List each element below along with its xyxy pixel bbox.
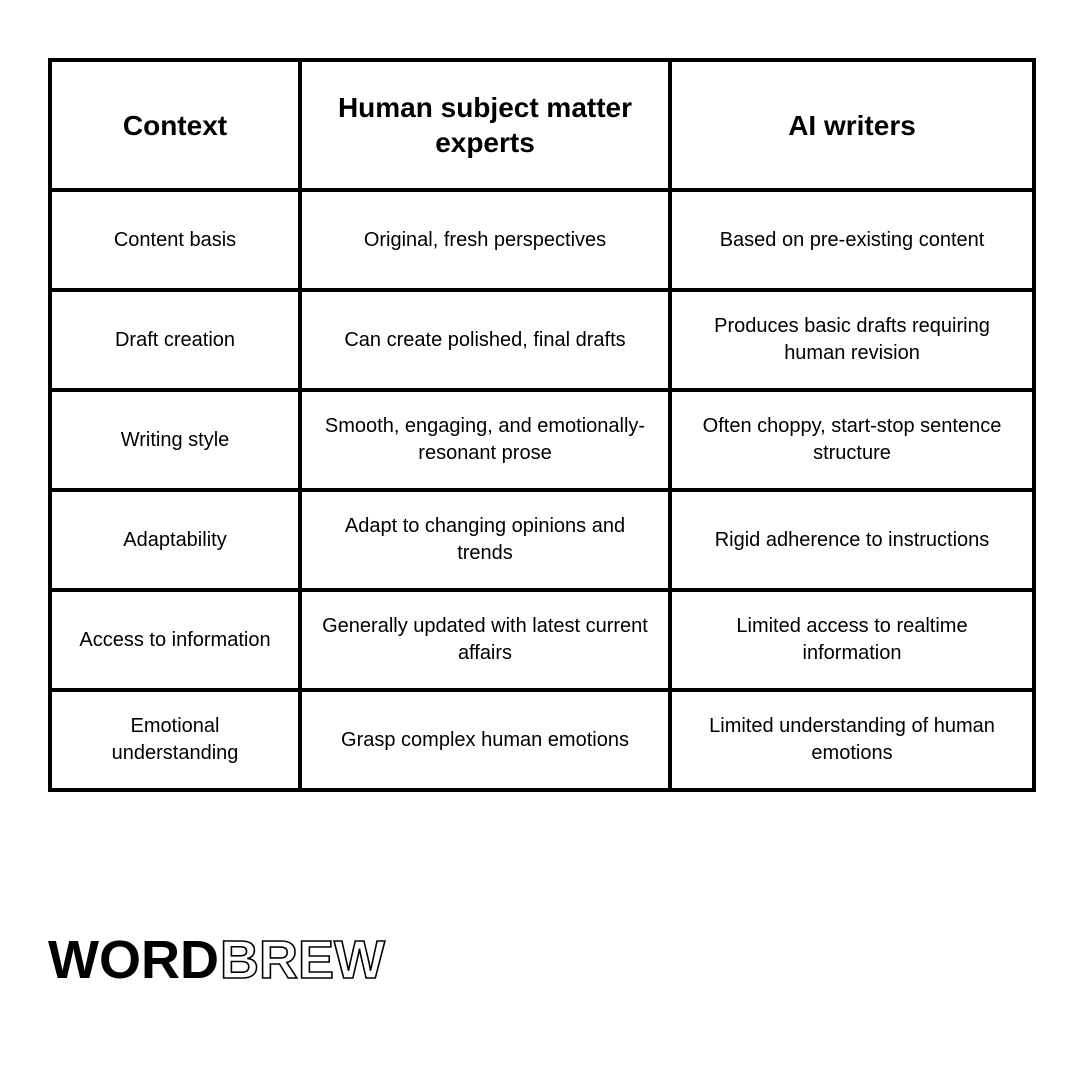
cell-human: Generally updated with latest current af… [300, 590, 670, 690]
cell-ai: Based on pre-existing content [670, 190, 1034, 290]
comparison-table: Context Human subject matter experts AI … [48, 58, 1036, 792]
table-row: Emotional understanding Grasp complex hu… [50, 690, 1034, 790]
cell-ai: Produces basic drafts requiring human re… [670, 290, 1034, 390]
cell-human: Can create polished, final drafts [300, 290, 670, 390]
header-ai-writers: AI writers [670, 60, 1034, 190]
cell-ai: Rigid adherence to instructions [670, 490, 1034, 590]
header-context: Context [50, 60, 300, 190]
cell-ai: Limited access to realtime information [670, 590, 1034, 690]
cell-context: Content basis [50, 190, 300, 290]
table-row: Adaptability Adapt to changing opinions … [50, 490, 1034, 590]
cell-context: Writing style [50, 390, 300, 490]
table-row: Draft creation Can create polished, fina… [50, 290, 1034, 390]
table-row: Access to information Generally updated … [50, 590, 1034, 690]
cell-context: Draft creation [50, 290, 300, 390]
cell-context: Access to information [50, 590, 300, 690]
cell-ai: Often choppy, start-stop sentence struct… [670, 390, 1034, 490]
table-row: Writing style Smooth, engaging, and emot… [50, 390, 1034, 490]
cell-ai: Limited understanding of human emotions [670, 690, 1034, 790]
cell-human: Original, fresh perspectives [300, 190, 670, 290]
logo-word-outline: BREW [220, 933, 385, 987]
header-human-sme: Human subject matter experts [300, 60, 670, 190]
cell-human: Smooth, engaging, and emotionally-resona… [300, 390, 670, 490]
table-header-row: Context Human subject matter experts AI … [50, 60, 1034, 190]
table-row: Content basis Original, fresh perspectiv… [50, 190, 1034, 290]
wordbrew-logo: WORD BREW [48, 930, 385, 990]
cell-context: Adaptability [50, 490, 300, 590]
cell-human: Grasp complex human emotions [300, 690, 670, 790]
comparison-table-wrapper: Context Human subject matter experts AI … [48, 58, 1032, 792]
cell-context: Emotional understanding [50, 690, 300, 790]
logo-word-solid: WORD [48, 933, 219, 987]
cell-human: Adapt to changing opinions and trends [300, 490, 670, 590]
